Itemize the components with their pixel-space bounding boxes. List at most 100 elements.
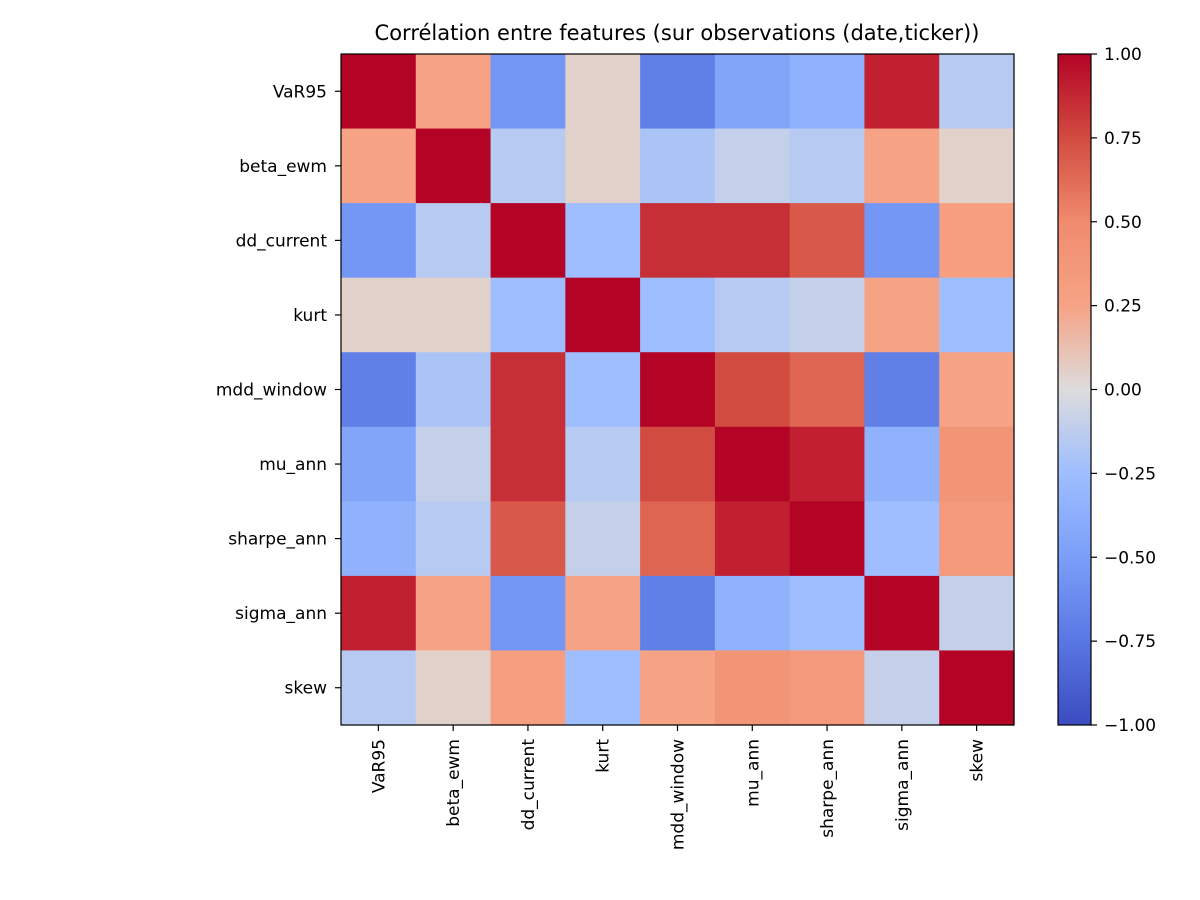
heatmap-cell	[864, 128, 940, 204]
heatmap-cell	[490, 352, 566, 428]
heatmap-cell	[341, 277, 417, 353]
heatmap-cell	[939, 128, 1015, 204]
heatmap-cell	[565, 575, 641, 652]
y-tick-label: mdd_window	[216, 381, 327, 401]
heatmap-cell	[789, 650, 866, 726]
heatmap-cell	[939, 575, 1015, 652]
heatmap-cell	[415, 501, 492, 577]
heatmap-cells	[341, 54, 1015, 726]
heatmap-cell	[714, 54, 791, 130]
heatmap-cell	[415, 352, 492, 428]
colorbar-tick-label: −0.75	[1104, 632, 1156, 652]
heatmap-cell	[864, 54, 940, 130]
heatmap-cell	[341, 128, 417, 204]
heatmap-cell	[939, 501, 1015, 577]
y-tick-label: VaR95	[273, 82, 327, 102]
heatmap-cell	[565, 54, 641, 130]
heatmap-cell	[864, 203, 940, 279]
heatmap-cell	[714, 128, 791, 204]
colorbar-tick-label: 0.50	[1104, 213, 1142, 233]
heatmap-cell	[939, 352, 1015, 428]
heatmap-cell	[640, 650, 716, 726]
y-tick-label: sharpe_ann	[228, 530, 327, 550]
x-axis-ticks: VaR95 beta_ewm dd_current kurt mdd_window mu_…	[369, 725, 988, 850]
heatmap-cell	[714, 203, 791, 279]
heatmap-cell	[939, 203, 1015, 279]
heatmap-cell	[341, 650, 417, 726]
heatmap-cell	[939, 650, 1015, 726]
heatmap-cell	[640, 277, 716, 353]
heatmap-cell	[565, 426, 641, 502]
colorbar-tick-label: −0.50	[1104, 548, 1156, 568]
colorbar: 1.00 0.75 0.50 0.25 0.00 −0.25 −0.50 −0.75 −1.00	[1057, 45, 1156, 736]
heatmap-cell	[789, 203, 866, 279]
x-tick-label: beta_ewm	[444, 739, 464, 827]
heatmap-cell	[864, 277, 940, 353]
colorbar-tick-label: 0.00	[1104, 381, 1142, 401]
heatmap-cell	[341, 352, 417, 428]
y-tick-label: skew	[285, 679, 328, 699]
heatmap-cell	[789, 352, 866, 428]
heatmap-cell	[415, 128, 492, 204]
heatmap-cell	[490, 128, 566, 204]
heatmap-cell	[640, 203, 716, 279]
heatmap-cell	[714, 650, 791, 726]
heatmap-cell	[565, 352, 641, 428]
colorbar-tick-label: 0.75	[1104, 129, 1142, 149]
colorbar-gradient	[1058, 54, 1091, 725]
heatmap-cell	[864, 575, 940, 652]
heatmap-cell	[640, 54, 716, 130]
x-tick-label: VaR95	[369, 739, 389, 793]
x-tick-label: sigma_ann	[893, 739, 913, 831]
heatmap-cell	[864, 352, 940, 428]
heatmap-cell	[714, 501, 791, 577]
heatmap-cell	[490, 203, 566, 279]
heatmap-cell	[565, 277, 641, 353]
heatmap-cell	[415, 575, 492, 652]
heatmap-cell	[640, 128, 716, 204]
heatmap-cell	[490, 426, 566, 502]
x-tick-label: dd_current	[519, 739, 539, 831]
heatmap-cell	[490, 54, 566, 130]
colorbar-tick-label: 0.25	[1104, 297, 1142, 317]
heatmap-cell	[415, 203, 492, 279]
heatmap-cell	[789, 426, 866, 502]
colorbar-tick-label: 1.00	[1104, 45, 1142, 65]
heatmap-cell	[565, 128, 641, 204]
heatmap-cell	[490, 650, 566, 726]
x-tick-label: mdd_window	[669, 739, 689, 850]
heatmap-cell	[864, 426, 940, 502]
heatmap-cell	[789, 575, 866, 652]
heatmap-cell	[640, 426, 716, 502]
heatmap-cell	[789, 54, 866, 130]
chart-title: Corrélation entre features (sur observat…	[375, 21, 980, 45]
heatmap-cell	[490, 575, 566, 652]
heatmap-cell	[640, 501, 716, 577]
y-tick-label: beta_ewm	[239, 157, 327, 177]
heatmap-cell	[415, 650, 492, 726]
heatmap-cell	[415, 54, 492, 130]
heatmap-cell	[565, 650, 641, 726]
y-tick-label: dd_current	[236, 231, 328, 251]
heatmap-cell	[714, 277, 791, 353]
heatmap-cell	[640, 575, 716, 652]
y-tick-label: sigma_ann	[235, 604, 327, 624]
heatmap-cell	[939, 277, 1015, 353]
heatmap-cell	[341, 426, 417, 502]
heatmap-cell	[789, 128, 866, 204]
colorbar-ticks: 1.00 0.75 0.50 0.25 0.00 −0.25 −0.50 −0.75 −1.00	[1091, 45, 1156, 736]
heatmap-cell	[415, 426, 492, 502]
heatmap-cell	[789, 501, 866, 577]
heatmap-cell	[714, 426, 791, 502]
heatmap-cell	[341, 54, 417, 130]
heatmap-cell	[789, 277, 866, 353]
heatmap-cell	[939, 54, 1015, 130]
x-tick-label: mu_ann	[743, 739, 763, 807]
x-tick-label: skew	[968, 739, 988, 782]
heatmap-cell	[864, 501, 940, 577]
heatmap-cell	[714, 352, 791, 428]
heatmap-cell	[640, 352, 716, 428]
